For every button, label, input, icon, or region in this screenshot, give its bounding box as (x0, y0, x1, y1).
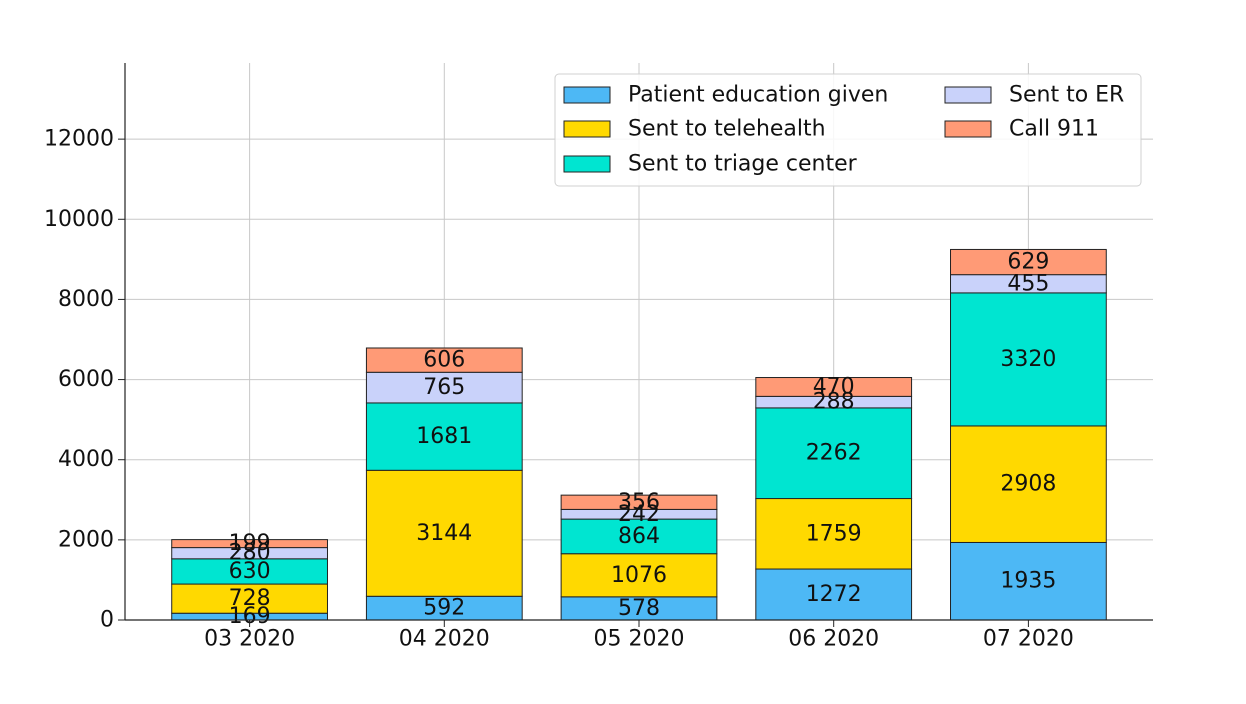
bar-segment-1 (755, 568, 913, 621)
legend-label: Sent to ER (1009, 83, 1124, 108)
bar-segment-5 (755, 377, 913, 397)
bar-segment-5 (365, 347, 523, 373)
legend-swatch (563, 120, 611, 138)
data-label: 2262 (806, 441, 862, 466)
legend-swatch (944, 120, 992, 138)
bar-segment-2 (950, 425, 1107, 543)
data-label: 1935 (1000, 569, 1056, 594)
legend-swatch (944, 86, 992, 104)
data-label: 1272 (806, 582, 862, 607)
legend-label: Call 911 (1009, 117, 1099, 142)
bar-segment-2 (365, 469, 523, 597)
bar-segment-3 (171, 558, 328, 585)
data-label: 288 (813, 390, 855, 415)
data-label: 3320 (1000, 347, 1056, 372)
data-label: 1076 (611, 563, 667, 588)
legend-swatch (563, 155, 611, 173)
bar-segment-5 (171, 539, 328, 549)
bar-segment-4 (365, 371, 523, 404)
legend-label: Sent to telehealth (628, 117, 826, 142)
bar-segment-3 (755, 407, 913, 500)
data-label: 1759 (806, 521, 862, 546)
data-label: 864 (618, 524, 660, 549)
y-tick-label: 8000 (58, 287, 114, 312)
y-tick-label: 10000 (44, 207, 114, 232)
bars (171, 248, 1107, 621)
data-label: 280 (229, 541, 271, 566)
y-tick-label: 12000 (44, 127, 114, 152)
legend-box (554, 73, 1142, 187)
y-tick-label: 4000 (58, 447, 114, 472)
data-label: 765 (423, 375, 465, 400)
bar-segment-5 (560, 494, 718, 510)
x-tick-label: 04 2020 (399, 627, 490, 652)
data-label: 356 (618, 490, 660, 515)
legend-label: Patient education given (628, 83, 888, 108)
legend: Patient education given Sent to telehealt… (554, 73, 1142, 187)
axes: 0 2000 4000 6000 8000 10000 12000 03 2020 04 202… (44, 63, 1153, 652)
data-label: 242 (618, 502, 660, 527)
data-label: 3144 (416, 521, 472, 546)
data-label: 2908 (1000, 472, 1056, 497)
legend-swatch (563, 86, 611, 104)
x-tick-label: 06 2020 (788, 627, 879, 652)
data-label: 455 (1007, 271, 1049, 296)
data-label: 199 (229, 531, 271, 556)
data-label: 606 (423, 348, 465, 373)
bar-segment-3 (950, 292, 1107, 427)
legend-label: Sent to triage center (628, 152, 858, 177)
bar-segment-2 (755, 498, 913, 570)
data-labels: 1697286302801995923144168176560657810768… (229, 250, 1057, 630)
x-tick-label: 03 2020 (204, 627, 295, 652)
y-tick-label: 6000 (58, 367, 114, 392)
data-label: 592 (423, 596, 465, 621)
data-label: 578 (618, 596, 660, 621)
bar-segment-3 (365, 402, 523, 471)
data-label: 1681 (416, 424, 472, 449)
bar-segment-5 (950, 248, 1107, 276)
data-label: 728 (229, 586, 271, 611)
data-label: 629 (1007, 250, 1049, 275)
x-tick-label: 05 2020 (594, 627, 685, 652)
data-label: 470 (813, 374, 855, 399)
data-label: 630 (229, 559, 271, 584)
bar-segment-2 (560, 553, 718, 598)
x-tick-label: 07 2020 (983, 627, 1074, 652)
bar-segment-1 (950, 541, 1107, 621)
y-tick-label: 2000 (58, 527, 114, 552)
y-tick-label: 0 (100, 608, 114, 633)
